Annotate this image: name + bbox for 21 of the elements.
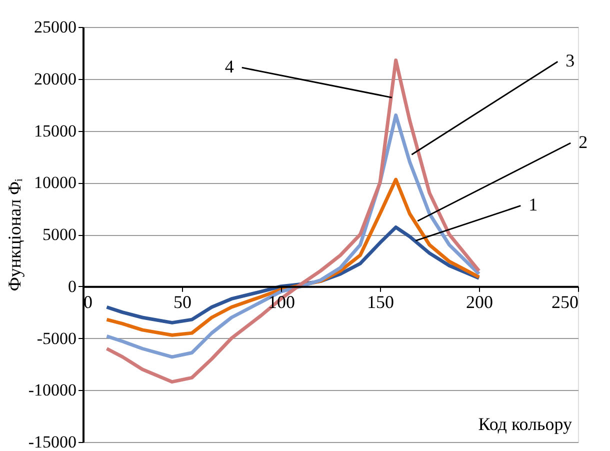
x-tick-label: 50 <box>174 292 192 312</box>
x-axis-title: Код кольору <box>478 414 572 434</box>
annotation: 3 <box>566 50 575 71</box>
x-tick-label: 100 <box>268 292 295 312</box>
y-axis-title: Функціонал Φᵢ <box>4 178 24 292</box>
annotation: 1 <box>528 194 538 215</box>
annotation: 4 <box>224 56 234 77</box>
y-tick-label: 0 <box>68 276 76 296</box>
y-tick-label: 20000 <box>34 69 76 88</box>
y-tick-label: 15000 <box>34 121 76 140</box>
x-tick-label: 0 <box>84 292 92 312</box>
y-tick-label: 10000 <box>34 173 76 192</box>
y-tick-label: -10000 <box>28 380 76 400</box>
x-tick-label: 200 <box>466 292 493 312</box>
y-tick-label: -15000 <box>28 432 76 451</box>
x-tick-label: 150 <box>367 292 394 312</box>
annotation: 2 <box>578 132 588 152</box>
y-tick-label: 5000 <box>42 225 76 244</box>
y-tick-label: -5000 <box>36 328 76 348</box>
y-tick-label: 25000 <box>34 18 76 36</box>
x-tick-label: 250 <box>552 292 578 312</box>
